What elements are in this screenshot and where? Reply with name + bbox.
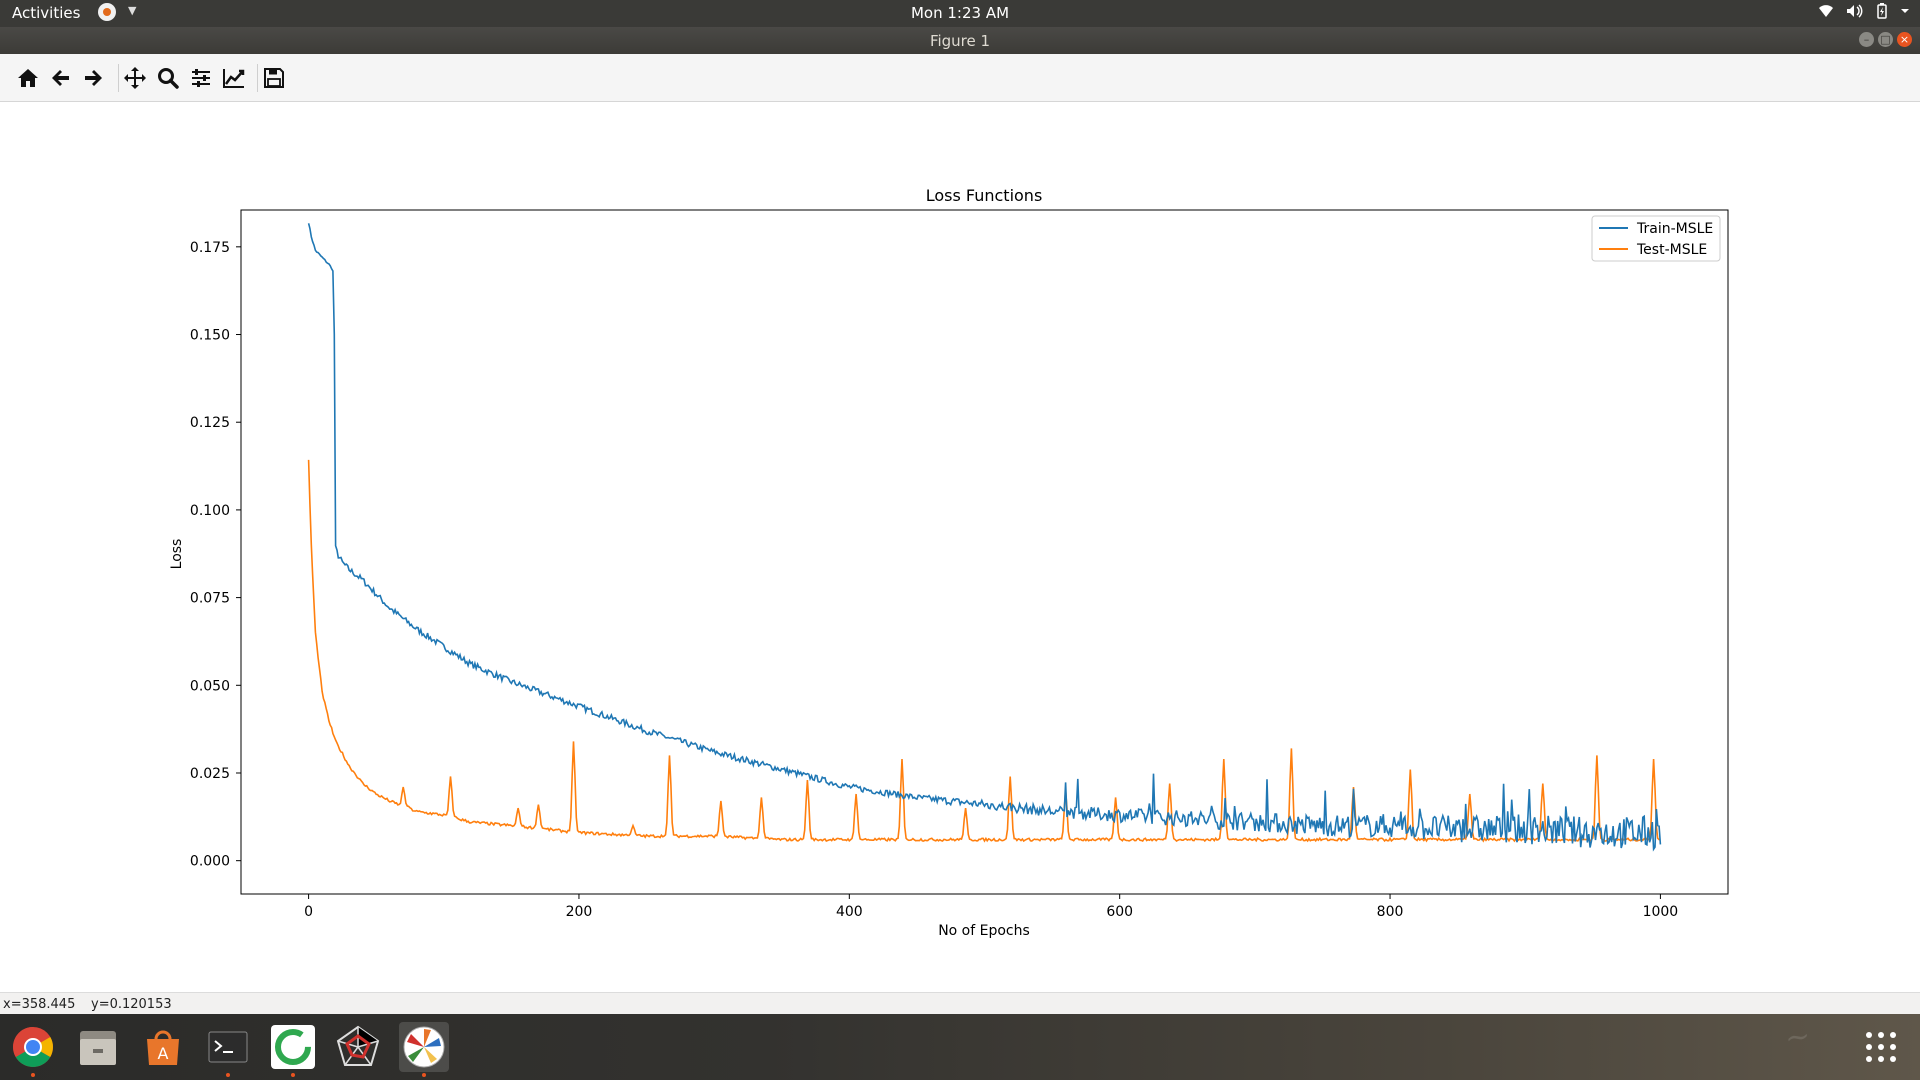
volume-icon[interactable] xyxy=(1846,3,1864,19)
x-coordinate-readout: x=358.445 xyxy=(3,997,76,1012)
dock-item-software[interactable]: A xyxy=(138,1022,188,1072)
save-icon xyxy=(264,68,284,88)
legend-label-train: Train-MSLE xyxy=(1636,221,1713,237)
svg-text:A: A xyxy=(158,1044,169,1063)
terminal-icon xyxy=(208,1031,248,1063)
y-axis-label: Loss xyxy=(169,539,185,570)
home-icon xyxy=(18,69,38,87)
legend-label-test: Test-MSLE xyxy=(1636,242,1707,258)
back-icon xyxy=(52,70,69,86)
chart-title: Loss Functions xyxy=(926,186,1043,205)
back-button[interactable] xyxy=(48,65,74,91)
home-button[interactable] xyxy=(15,65,41,91)
dock-item-network-app[interactable] xyxy=(333,1022,383,1072)
save-button[interactable] xyxy=(261,65,287,91)
toolbar-separator xyxy=(118,64,119,92)
chevron-down-icon[interactable] xyxy=(1900,3,1910,19)
chevron-down-icon[interactable]: ▼ xyxy=(128,4,137,17)
pan-button[interactable] xyxy=(122,65,148,91)
plot-frame xyxy=(240,209,1729,895)
maximize-icon[interactable]: □ xyxy=(1878,32,1893,47)
loss-chart[interactable]: Loss Functions 0 200 400 600 800 1000 0.000 0.0… xyxy=(0,102,1920,992)
battery-icon[interactable] xyxy=(1876,3,1888,19)
system-tray[interactable] xyxy=(1818,3,1910,19)
dock-item-green-app[interactable] xyxy=(268,1022,318,1077)
dock-item-files[interactable] xyxy=(73,1022,123,1072)
x-tick-label: 800 xyxy=(1377,904,1404,920)
y-tick-label: 0.175 xyxy=(190,240,230,256)
configure-subplots-icon xyxy=(192,69,210,87)
y-tick-label: 0.100 xyxy=(190,503,230,519)
zoom-icon xyxy=(158,68,179,89)
x-tick-label: 400 xyxy=(836,904,863,920)
top-panel: Activities ▼ Mon 1:23 AM xyxy=(0,0,1920,27)
y-tick-label: 0.050 xyxy=(190,678,230,694)
show-applications-icon[interactable] xyxy=(1864,1030,1898,1064)
test-msle-line xyxy=(307,459,1661,843)
dock: A ~ xyxy=(0,1014,1920,1080)
y-tick-label: 0.000 xyxy=(190,854,230,870)
green-app-icon xyxy=(271,1025,315,1069)
software-center-icon: A xyxy=(147,1030,179,1065)
train-msle-line xyxy=(307,223,1662,852)
forward-button[interactable] xyxy=(80,65,106,91)
zoom-button[interactable] xyxy=(155,65,181,91)
status-bar: x=358.445 y=0.120153 xyxy=(0,992,1920,1015)
close-icon[interactable]: × xyxy=(1897,32,1912,47)
dock-item-chrome[interactable] xyxy=(8,1022,58,1077)
forward-icon xyxy=(85,70,102,86)
wifi-icon[interactable] xyxy=(1818,3,1834,19)
dock-item-terminal[interactable] xyxy=(203,1022,253,1077)
clock[interactable]: Mon 1:23 AM xyxy=(910,4,1010,22)
app-menu-icon[interactable] xyxy=(98,3,116,21)
y-tick-label: 0.150 xyxy=(190,328,230,344)
matplotlib-icon xyxy=(403,1026,445,1068)
toolbar-separator xyxy=(257,64,258,92)
minimize-icon[interactable]: – xyxy=(1859,32,1874,47)
matplotlib-toolbar xyxy=(0,54,1920,102)
wallpaper-signature: ~ xyxy=(1782,1018,1813,1057)
network-app-icon xyxy=(336,1025,380,1066)
edit-axis-icon xyxy=(223,69,245,88)
edit-axis-button[interactable] xyxy=(221,65,247,91)
x-tick-label: 0 xyxy=(304,904,313,920)
pan-icon xyxy=(124,67,146,89)
window-titlebar[interactable]: Figure 1 – □ × xyxy=(0,27,1920,54)
files-icon xyxy=(80,1031,116,1065)
window-title: Figure 1 xyxy=(929,32,991,50)
dock-item-matplotlib[interactable] xyxy=(399,1022,449,1077)
figure-canvas[interactable]: Loss Functions 0 200 400 600 800 1000 0.000 0.0… xyxy=(0,102,1920,992)
y-tick-label: 0.075 xyxy=(190,591,230,607)
y-tick-label: 0.025 xyxy=(190,766,230,782)
chrome-icon xyxy=(13,1027,53,1067)
configure-subplots-button[interactable] xyxy=(188,65,214,91)
y-coordinate-readout: y=0.120153 xyxy=(91,997,172,1012)
x-tick-label: 200 xyxy=(566,904,593,920)
x-tick-label: 1000 xyxy=(1643,904,1679,920)
x-tick-label: 600 xyxy=(1106,904,1133,920)
y-tick-label: 0.125 xyxy=(190,415,230,431)
activities-button[interactable]: Activities xyxy=(12,4,81,22)
legend: Train-MSLE Test-MSLE xyxy=(1591,215,1721,262)
x-axis-label: No of Epochs xyxy=(938,923,1030,939)
